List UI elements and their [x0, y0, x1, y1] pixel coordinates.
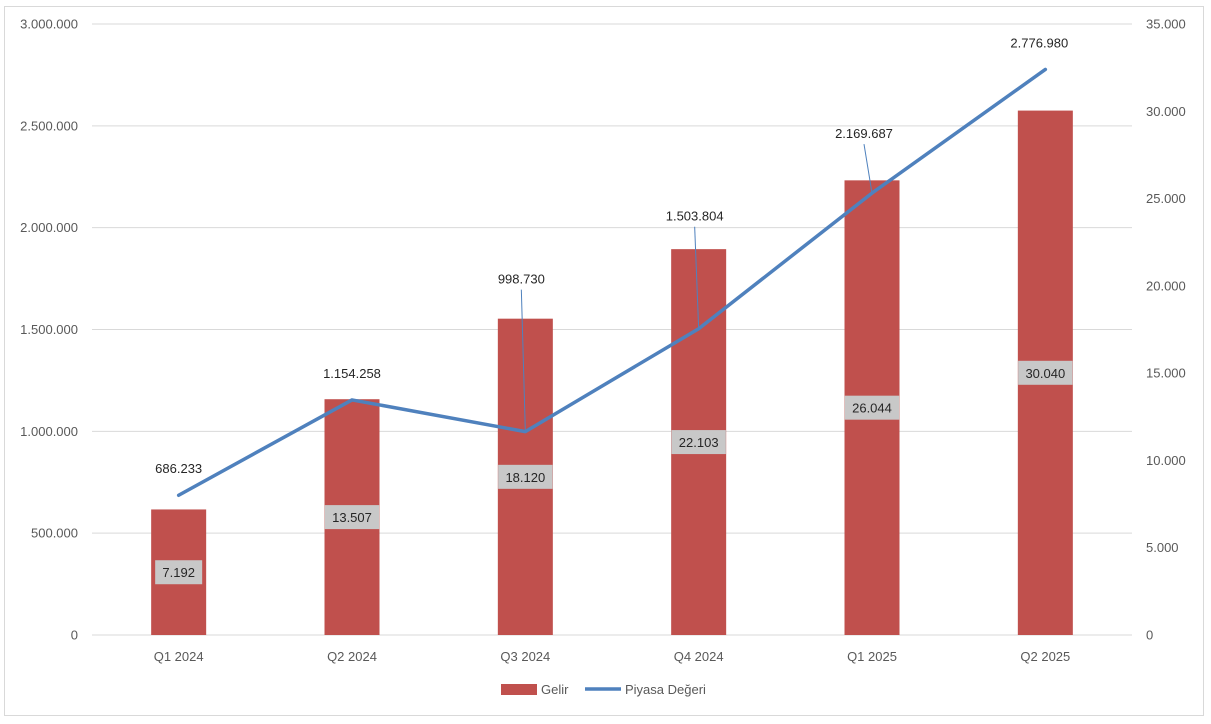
- y-left-tick-label: 2.500.000: [20, 118, 78, 133]
- y-right-tick-label: 10.000: [1146, 453, 1186, 468]
- y-right-tick-label: 25.000: [1146, 191, 1186, 206]
- line-data-label: 998.730: [498, 272, 545, 287]
- line-series-piyasa-degeri: [176, 67, 1048, 497]
- y-left-tick-label: 0: [71, 628, 78, 643]
- leader-line: [863, 144, 873, 194]
- y-left-tick-label: 500.000: [31, 526, 78, 541]
- bar-data-label-box: [155, 560, 203, 585]
- axes: 0 500.000 1.000.000 1.500.000 2.000.000 2.500…: [20, 17, 1186, 665]
- legend: Gelir Piyasa Değeri: [501, 682, 706, 697]
- y-right-tick-label: 0: [1146, 628, 1153, 643]
- y-right-tick-label: 15.000: [1146, 366, 1186, 381]
- bar-data-label-box: [324, 505, 380, 530]
- gridlines: [92, 23, 1132, 636]
- y-right-tick-label: 20.000: [1146, 278, 1186, 293]
- data-labels: 7.192 13.507 18.120 22.103 26.044 30.040 686.2…: [155, 35, 1073, 585]
- x-tick-label: Q1 2024: [154, 649, 204, 664]
- leader-lines: [520, 144, 873, 432]
- y-left-tick-label: 1.000.000: [20, 424, 78, 439]
- bar-data-label: 18.120: [505, 470, 545, 485]
- bar-data-label: 30.040: [1025, 366, 1065, 381]
- y-right-tick-label: 5.000: [1146, 540, 1179, 555]
- bar-series-gelir: [151, 110, 1073, 636]
- bar-data-label: 7.192: [162, 565, 195, 580]
- x-tick-label: Q1 2025: [847, 649, 897, 664]
- legend-swatch-gelir: [501, 684, 537, 695]
- y-left-tick-label: 3.000.000: [20, 17, 78, 32]
- legend-label-gelir: Gelir: [541, 682, 569, 697]
- line-data-label: 2.169.687: [835, 126, 893, 141]
- legend-label-piyasa-degeri: Piyasa Değeri: [625, 682, 706, 697]
- line-data-label: 1.503.804: [666, 209, 724, 224]
- bar-data-label-box: [671, 430, 726, 455]
- x-tick-label: Q3 2024: [500, 649, 550, 664]
- line-data-label: 2.776.980: [1010, 35, 1068, 50]
- bar-data-label: 13.507: [332, 510, 372, 525]
- x-tick-label: Q2 2025: [1020, 649, 1070, 664]
- line-data-label: 686.233: [155, 461, 202, 476]
- leader-line: [520, 289, 526, 432]
- bar-data-label-box: [1018, 360, 1073, 385]
- x-tick-label: Q2 2024: [327, 649, 377, 664]
- x-tick-label: Q4 2024: [674, 649, 724, 664]
- y-right-tick-label: 35.000: [1146, 17, 1186, 32]
- bar-data-label: 26.044: [852, 401, 892, 416]
- y-right-tick-label: 30.000: [1146, 104, 1186, 119]
- bar-data-label: 22.103: [679, 435, 719, 450]
- bar-data-label-box: [498, 464, 553, 489]
- leader-line: [694, 226, 700, 329]
- series-line: [176, 67, 1048, 497]
- y-left-tick-label: 1.500.000: [20, 322, 78, 337]
- y-left-tick-label: 2.000.000: [20, 220, 78, 235]
- line-data-label: 1.154.258: [323, 366, 381, 381]
- bar-data-label-box: [844, 395, 900, 420]
